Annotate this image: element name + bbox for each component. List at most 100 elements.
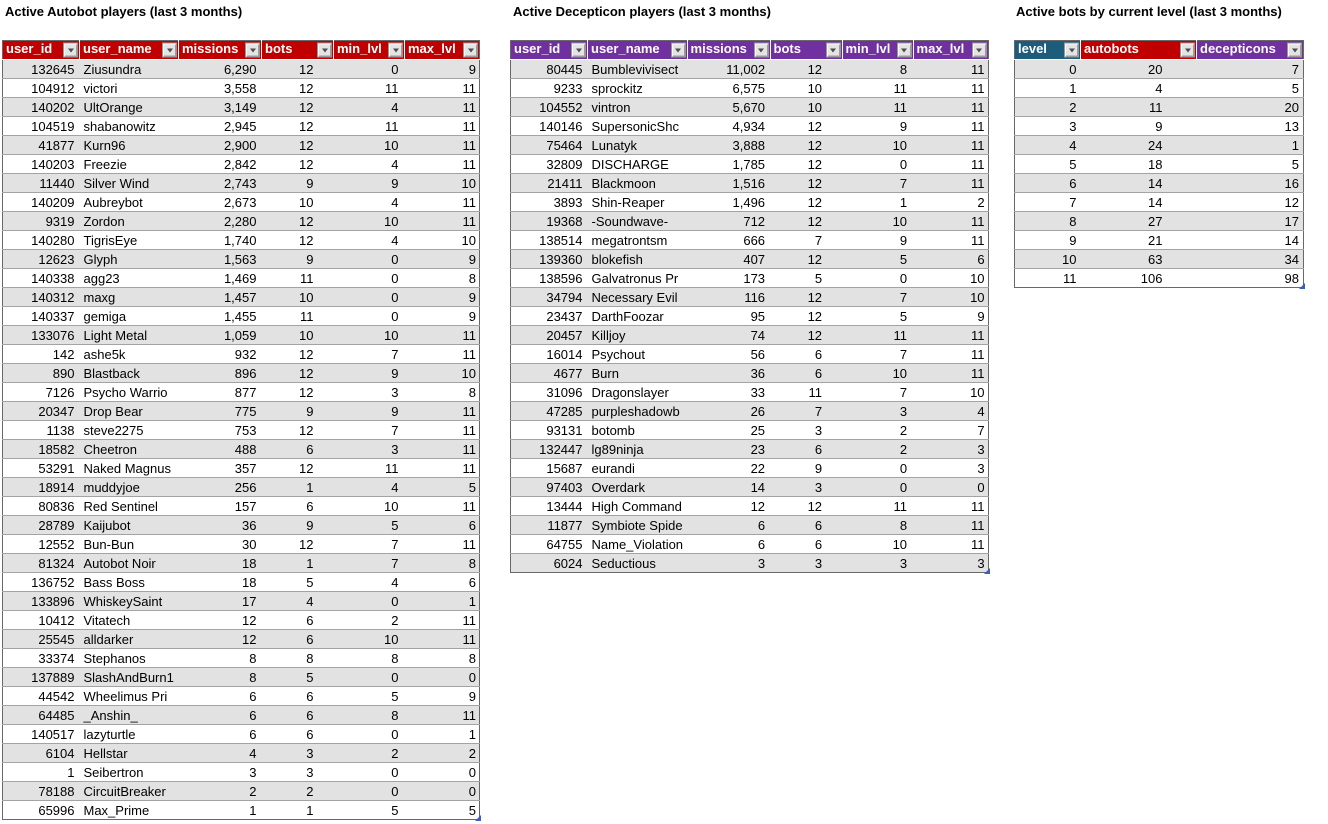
cell-user_id[interactable]: 41877	[2, 135, 80, 155]
cell-missions[interactable]: 1,740	[178, 230, 262, 250]
cell-bots[interactable]: 6	[770, 515, 843, 535]
cell-user_id[interactable]: 65996	[2, 800, 80, 820]
cell-bots[interactable]: 1	[261, 477, 334, 497]
cell-bots[interactable]: 12	[261, 135, 334, 155]
cell-missions[interactable]: 1,785	[687, 154, 771, 174]
cell-level[interactable]: 7	[1014, 192, 1081, 212]
cell-autobots[interactable]: 27	[1080, 211, 1197, 231]
column-header-user_id[interactable]: user_id	[510, 40, 588, 60]
cell-min_lvl[interactable]: 5	[333, 515, 405, 535]
cell-missions[interactable]: 14	[687, 477, 771, 497]
cell-user_id[interactable]: 23437	[510, 306, 588, 326]
cell-user_id[interactable]: 138514	[510, 230, 588, 250]
cell-missions[interactable]: 6	[178, 705, 262, 725]
cell-user_name[interactable]: Red Sentinel	[79, 496, 179, 516]
cell-user_id[interactable]: 140203	[2, 154, 80, 174]
cell-user_name[interactable]: vintron	[587, 97, 688, 117]
cell-min_lvl[interactable]: 0	[333, 667, 405, 687]
cell-missions[interactable]: 2,743	[178, 173, 262, 193]
cell-bots[interactable]: 5	[770, 268, 843, 288]
cell-missions[interactable]: 6	[178, 724, 262, 744]
cell-min_lvl[interactable]: 3	[842, 401, 914, 421]
cell-user_id[interactable]: 80445	[510, 59, 588, 79]
filter-dropdown-bots[interactable]	[825, 42, 841, 58]
cell-min_lvl[interactable]: 4	[333, 154, 405, 174]
cell-bots[interactable]: 10	[261, 192, 334, 212]
cell-user_name[interactable]: Necessary Evil	[587, 287, 688, 307]
cell-bots[interactable]: 12	[261, 116, 334, 136]
cell-bots[interactable]: 10	[770, 78, 843, 98]
cell-min_lvl[interactable]: 3	[842, 553, 914, 573]
cell-user_name[interactable]: Kurn96	[79, 135, 179, 155]
cell-min_lvl[interactable]: 10	[333, 629, 405, 649]
cell-bots[interactable]: 12	[261, 458, 334, 478]
cell-user_name[interactable]: Max_Prime	[79, 800, 179, 820]
cell-level[interactable]: 10	[1014, 249, 1081, 269]
cell-bots[interactable]: 6	[261, 705, 334, 725]
cell-decepticons[interactable]: 1	[1196, 135, 1304, 155]
cell-user_id[interactable]: 104912	[2, 78, 80, 98]
cell-user_id[interactable]: 138596	[510, 268, 588, 288]
cell-bots[interactable]: 9	[261, 515, 334, 535]
cell-max_lvl[interactable]: 0	[404, 762, 480, 782]
cell-user_id[interactable]: 1138	[2, 420, 80, 440]
cell-decepticons[interactable]: 5	[1196, 78, 1304, 98]
cell-max_lvl[interactable]: 8	[404, 553, 480, 573]
cell-max_lvl[interactable]: 3	[913, 553, 989, 573]
cell-max_lvl[interactable]: 11	[404, 192, 480, 212]
cell-user_id[interactable]: 34794	[510, 287, 588, 307]
cell-min_lvl[interactable]: 10	[842, 211, 914, 231]
cell-max_lvl[interactable]: 11	[404, 325, 480, 345]
cell-min_lvl[interactable]: 5	[333, 686, 405, 706]
cell-max_lvl[interactable]: 10	[913, 287, 989, 307]
cell-min_lvl[interactable]: 11	[333, 458, 405, 478]
cell-missions[interactable]: 8	[178, 648, 262, 668]
cell-user_id[interactable]: 12552	[2, 534, 80, 554]
cell-autobots[interactable]: 63	[1080, 249, 1197, 269]
column-header-level[interactable]: level	[1014, 40, 1081, 60]
cell-level[interactable]: 2	[1014, 97, 1081, 117]
cell-bots[interactable]: 11	[770, 382, 843, 402]
cell-max_lvl[interactable]: 6	[404, 572, 480, 592]
cell-user_name[interactable]: Galvatronus Pr	[587, 268, 688, 288]
cell-user_name[interactable]: blokefish	[587, 249, 688, 269]
column-header-missions[interactable]: missions	[178, 40, 262, 60]
cell-bots[interactable]: 12	[770, 173, 843, 193]
cell-missions[interactable]: 173	[687, 268, 771, 288]
column-header-user_name[interactable]: user_name	[79, 40, 179, 60]
cell-user_name[interactable]: muddyjoe	[79, 477, 179, 497]
cell-user_name[interactable]: Cheetron	[79, 439, 179, 459]
table-resize-handle[interactable]	[983, 568, 990, 574]
cell-user_name[interactable]: maxg	[79, 287, 179, 307]
cell-max_lvl[interactable]: 11	[404, 97, 480, 117]
cell-bots[interactable]: 12	[770, 306, 843, 326]
filter-dropdown-decepticons[interactable]	[1287, 42, 1302, 58]
cell-bots[interactable]: 12	[770, 496, 843, 516]
cell-missions[interactable]: 775	[178, 401, 262, 421]
cell-user_id[interactable]: 19368	[510, 211, 588, 231]
cell-missions[interactable]: 6,290	[178, 59, 262, 79]
cell-autobots[interactable]: 20	[1080, 59, 1197, 79]
cell-bots[interactable]: 12	[770, 211, 843, 231]
cell-missions[interactable]: 3,149	[178, 97, 262, 117]
cell-min_lvl[interactable]: 5	[842, 306, 914, 326]
cell-max_lvl[interactable]: 10	[913, 268, 989, 288]
cell-min_lvl[interactable]: 0	[333, 762, 405, 782]
cell-bots[interactable]: 12	[770, 59, 843, 79]
column-header-bots[interactable]: bots	[770, 40, 843, 60]
cell-bots[interactable]: 1	[261, 553, 334, 573]
cell-min_lvl[interactable]: 5	[333, 800, 405, 820]
cell-missions[interactable]: 36	[178, 515, 262, 535]
cell-user_name[interactable]: Stephanos	[79, 648, 179, 668]
cell-missions[interactable]: 18	[178, 572, 262, 592]
cell-bots[interactable]: 6	[261, 610, 334, 630]
column-header-max_lvl[interactable]: max_lvl	[913, 40, 989, 60]
cell-missions[interactable]: 6	[687, 534, 771, 554]
cell-user_name[interactable]: Lunatyk	[587, 135, 688, 155]
cell-bots[interactable]: 3	[770, 420, 843, 440]
cell-missions[interactable]: 3	[178, 762, 262, 782]
cell-user_name[interactable]: Psycho Warrio	[79, 382, 179, 402]
cell-missions[interactable]: 1,457	[178, 287, 262, 307]
cell-missions[interactable]: 2,280	[178, 211, 262, 231]
cell-max_lvl[interactable]: 10	[404, 363, 480, 383]
